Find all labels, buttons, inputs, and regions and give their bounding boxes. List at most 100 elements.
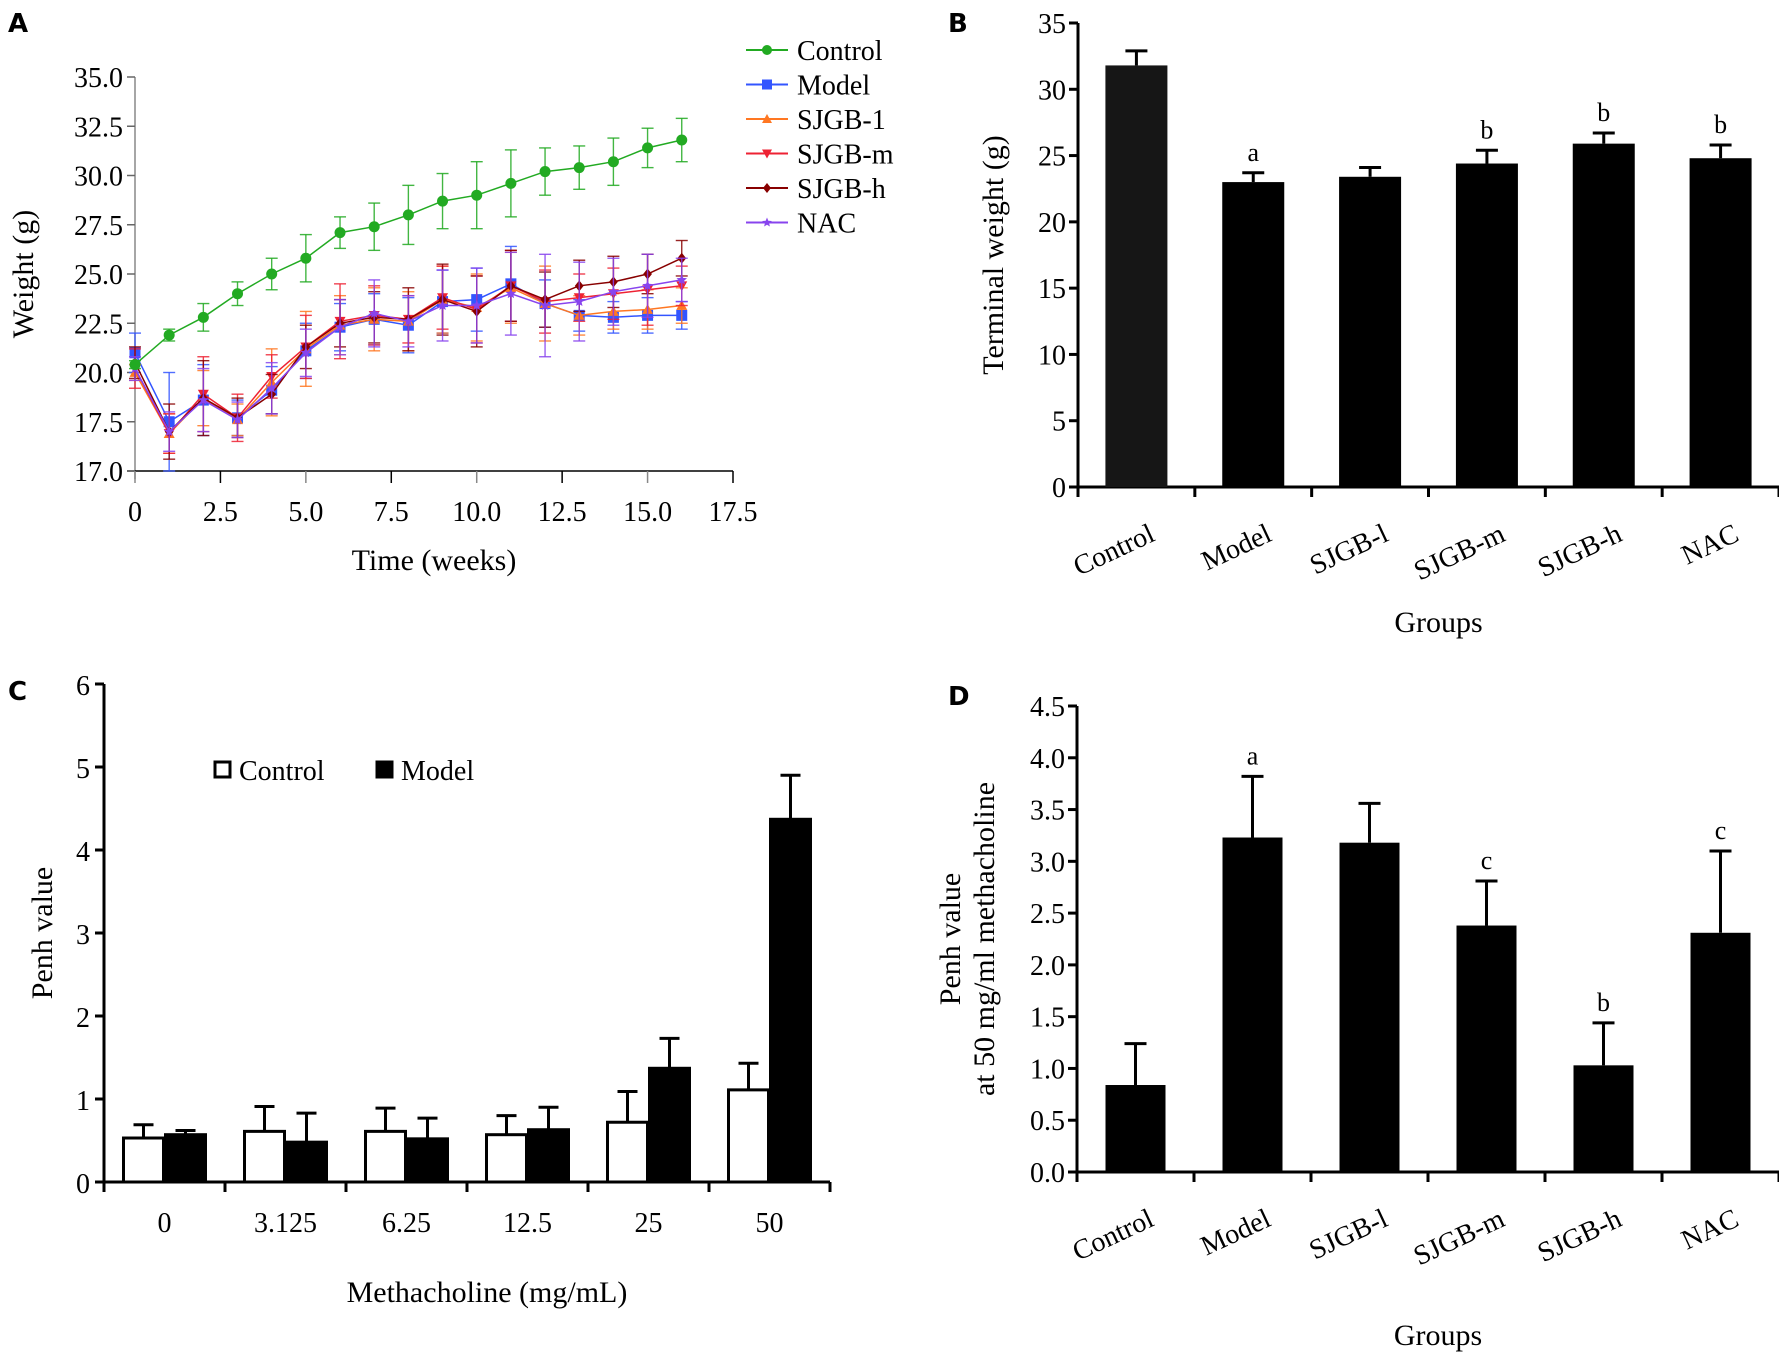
marker-circle [334, 227, 346, 239]
marker-triangle-up [762, 114, 772, 123]
y-tick-label: 17.5 [74, 408, 123, 439]
x-tick-label: 50 [756, 1208, 784, 1239]
bar-sjgb-h [1573, 1065, 1634, 1172]
panel-label-a: A [8, 9, 28, 39]
significance-label: b [1714, 110, 1727, 139]
bar-sjgb-l [1339, 176, 1402, 488]
x-tick-label: 6.25 [382, 1208, 431, 1239]
marker-star [608, 286, 619, 297]
legend-item: Control [213, 756, 325, 787]
y-tick-label: 5 [76, 754, 90, 785]
y-tick-label: 6 [76, 671, 90, 702]
x-tick-label: 2.5 [203, 497, 238, 528]
marker-star [334, 321, 346, 332]
significance-label: c [1481, 846, 1493, 875]
marker-diamond [763, 183, 771, 193]
bar-control [727, 1088, 770, 1184]
marker-star [403, 315, 414, 326]
y-tick-label: 0.5 [1030, 1106, 1065, 1137]
marker-circle [266, 268, 278, 280]
legend: Control Model [213, 756, 474, 787]
bar-nac [1690, 932, 1751, 1172]
significance-label: b [1480, 115, 1493, 144]
marker-circle [642, 142, 654, 154]
marker-star [676, 274, 687, 285]
y-tick-label: 27.5 [74, 211, 123, 242]
y-tick-label: 15 [1038, 274, 1066, 305]
marker-star [642, 280, 653, 291]
y-tick-label: 2.0 [1030, 951, 1065, 982]
legend-label: SJGB-1 [797, 105, 886, 136]
y-tick-label: 35.0 [74, 63, 123, 94]
marker-star [163, 426, 175, 436]
bar-model [1222, 182, 1285, 488]
y-tick-label: 4.5 [1030, 692, 1065, 723]
legend-item: NAC [746, 209, 856, 240]
marker-circle [402, 209, 414, 221]
x-tick-label: SJGB-l [1305, 518, 1393, 581]
panel-a-weight-line-chart: A 35.0 32.5 30.0 27.5 25.0 22.5 20.0 17.5 17.00 2… [7, 9, 894, 577]
x-tick-label: 0 [128, 497, 142, 528]
bar-control [1105, 65, 1168, 488]
bar-model [285, 1140, 328, 1184]
legend-label: NAC [797, 209, 856, 240]
x-tick-label: NAC [1677, 518, 1744, 571]
marker-circle [197, 311, 209, 323]
bar-model [164, 1133, 207, 1184]
bar-model [406, 1137, 449, 1184]
x-axis-title: Groups [1394, 606, 1482, 639]
x-tick-label: 12.5 [503, 1208, 552, 1239]
bar-control [485, 1133, 528, 1184]
bar-control [122, 1136, 165, 1184]
y-tick-label: 5 [1052, 407, 1066, 438]
marker-circle [471, 189, 483, 201]
y-tick-label: 30.0 [74, 162, 123, 193]
legend-label: Model [797, 71, 870, 102]
y-tick-label: 0.0 [1030, 1158, 1065, 1189]
bar-model [1222, 837, 1283, 1172]
legend-item: SJGB-1 [746, 105, 886, 136]
y-tick-label: 30 [1038, 75, 1066, 106]
x-tick-label: 17.5 [709, 497, 758, 528]
y-axis-title: at 50 mg/ml methacholine [968, 782, 1001, 1096]
y-tick-label: 32.5 [74, 112, 123, 143]
marker-star [198, 394, 209, 405]
y-axis-title: Penh value [934, 873, 967, 1005]
x-tick-label: SJGB-m [1409, 518, 1510, 587]
y-tick-label: 25 [1038, 142, 1066, 173]
y-tick-label: 1 [76, 1086, 90, 1117]
marker-star [266, 382, 277, 393]
legend-item: Model [375, 756, 474, 787]
marker-circle [163, 329, 175, 341]
panel-b-terminal-weight-bar-chart: B 0 5 10 15 20 25 30 35 Control a Model SJGB-l b SJGB… [948, 9, 1779, 639]
legend-label: Model [401, 756, 474, 787]
marker-star [574, 296, 585, 306]
marker-circle [368, 221, 380, 233]
bar-model [648, 1066, 691, 1184]
significance-label: b [1597, 98, 1610, 127]
significance-label: a [1247, 138, 1259, 167]
marker-star [300, 347, 312, 358]
y-tick-label: 2 [76, 1003, 90, 1034]
marker-circle [573, 162, 585, 174]
x-tick-label: Control [1069, 518, 1160, 582]
bar-model [527, 1128, 570, 1184]
bar-control [243, 1129, 286, 1184]
marker-star [762, 217, 772, 227]
bar-sjgb-h [1572, 143, 1635, 487]
y-tick-label: 22.5 [74, 309, 123, 340]
x-tick-label: 10.0 [452, 497, 501, 528]
x-tick-label: NAC [1677, 1203, 1744, 1256]
x-axis-title: Time (weeks) [352, 544, 517, 577]
y-tick-label: 17.0 [74, 457, 123, 488]
y-tick-label: 10 [1038, 340, 1066, 371]
y-tick-label: 1.0 [1030, 1054, 1065, 1085]
bar-control [1105, 1085, 1166, 1172]
y-tick-label: 3.0 [1030, 847, 1065, 878]
x-tick-label: 0 [158, 1208, 172, 1239]
x-tick-label: 5.0 [288, 497, 323, 528]
x-tick-label: 15.0 [623, 497, 672, 528]
series-control [129, 117, 688, 371]
panel-label-d: D [948, 682, 970, 712]
